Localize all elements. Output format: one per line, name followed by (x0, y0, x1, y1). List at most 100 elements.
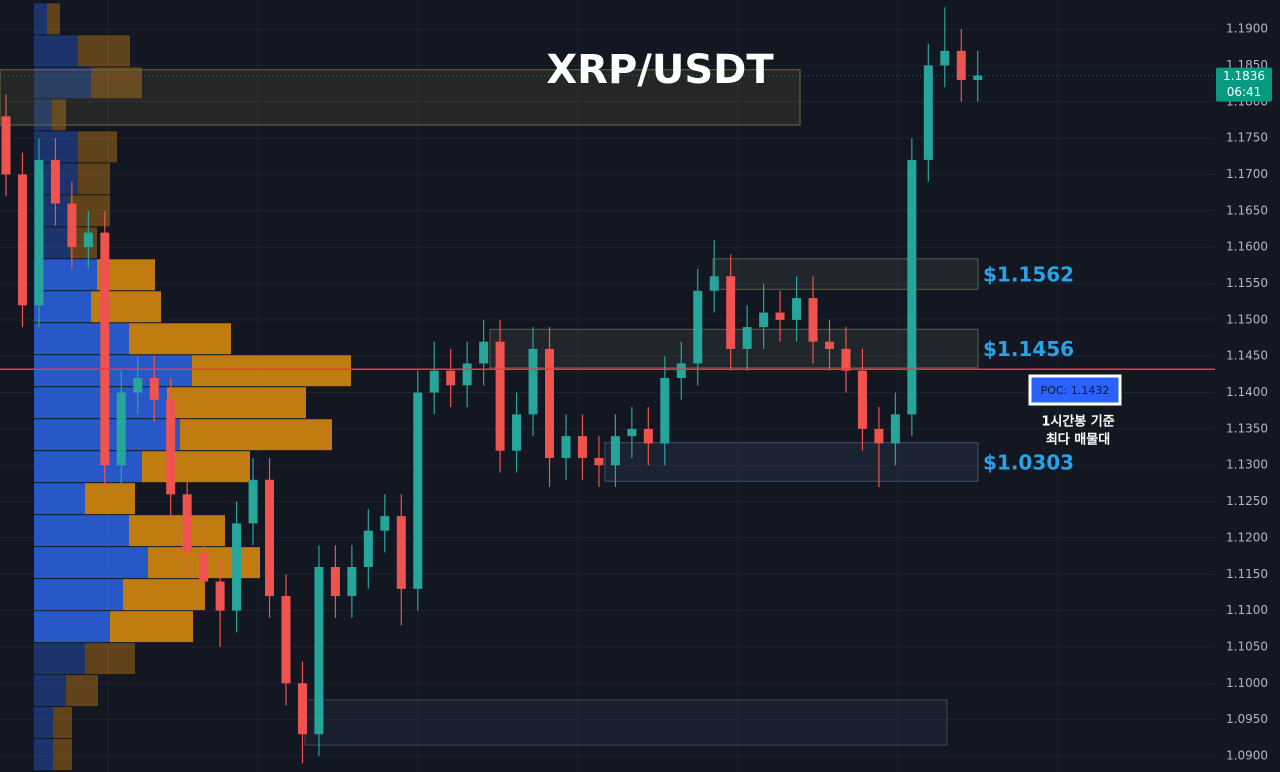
zone (604, 442, 979, 482)
candle-body (100, 232, 110, 466)
profile-sell-bar (110, 611, 193, 643)
candle-body (594, 457, 604, 466)
y-tick-label: 1.1450 (1226, 349, 1268, 363)
profile-buy-bar (34, 483, 85, 515)
y-tick-label: 1.1400 (1226, 385, 1268, 399)
candle-body (808, 298, 818, 342)
profile-sell-bar (70, 195, 110, 227)
candle-body (281, 596, 291, 684)
candle-body (363, 530, 373, 568)
y-tick-label: 1.0950 (1226, 712, 1268, 726)
candle-body (643, 428, 653, 444)
candle-body (330, 567, 340, 597)
profile-buy-bar (34, 643, 85, 675)
candle-body (923, 65, 933, 160)
profile-buy-bar (34, 611, 110, 643)
profile-sell-bar (85, 483, 135, 515)
price-axis (1215, 0, 1280, 772)
profile-sell-bar (192, 355, 351, 387)
candle-body (215, 581, 225, 611)
profile-buy-bar (34, 675, 66, 707)
candle-body (446, 370, 456, 386)
y-tick-label: 1.1150 (1226, 567, 1268, 581)
y-tick-label: 1.1750 (1226, 131, 1268, 145)
candle-body (413, 392, 423, 589)
profile-buy-bar (34, 35, 78, 67)
candle-body (83, 232, 93, 248)
y-tick-label: 1.1200 (1226, 530, 1268, 544)
candle-body (347, 567, 357, 597)
candle-body (67, 203, 77, 248)
candle-body (512, 414, 522, 451)
last-price-tag (1216, 67, 1272, 102)
candle-body (182, 494, 192, 553)
profile-sell-bar (123, 579, 205, 611)
y-tick-label: 1.1900 (1226, 22, 1268, 36)
candle-body (577, 436, 587, 458)
candle-body (265, 479, 275, 597)
candle-body (232, 523, 242, 611)
profile-buy-bar (34, 99, 52, 131)
candle-body (116, 392, 126, 466)
profile-buy-bar (34, 291, 91, 323)
chart-title: XRP/USDT (546, 47, 774, 93)
y-tick-label: 1.1500 (1226, 312, 1268, 326)
profile-sell-bar (66, 675, 98, 707)
profile-sell-bar (53, 739, 72, 771)
candle-body (1, 116, 11, 175)
profile-sell-bar (78, 131, 117, 163)
profile-buy-bar (34, 323, 129, 355)
y-tick-label: 1.1250 (1226, 494, 1268, 508)
candle-body (380, 516, 390, 531)
y-tick-label: 1.1700 (1226, 167, 1268, 181)
candle-body (907, 159, 917, 415)
profile-buy-bar (34, 547, 148, 579)
profile-sell-bar (47, 3, 60, 35)
candle-body (166, 399, 176, 495)
candle-body (545, 348, 555, 458)
profile-sell-bar (180, 419, 332, 451)
candle-body (676, 363, 686, 379)
zone (304, 699, 948, 746)
profile-buy-bar (34, 579, 123, 611)
annotation: 최다 매물대 (1046, 432, 1110, 448)
candle-body (742, 327, 752, 349)
candle-body (50, 159, 60, 204)
y-tick-label: 1.1600 (1226, 240, 1268, 254)
candle-body (528, 348, 538, 415)
y-tick-label: 1.1650 (1226, 203, 1268, 217)
profile-sell-bar (53, 707, 72, 739)
y-tick-label: 1.1300 (1226, 458, 1268, 472)
candle-body (857, 370, 867, 429)
candle-body (759, 312, 769, 328)
y-tick-label: 1.1350 (1226, 421, 1268, 435)
candle-body (396, 516, 406, 589)
last-price: 1.1836 (1223, 69, 1265, 83)
profile-buy-bar (34, 707, 53, 739)
profile-buy-bar (34, 3, 47, 35)
zone (712, 258, 979, 290)
profile-sell-bar (78, 35, 130, 67)
candle-body (297, 683, 307, 735)
candle-body (133, 378, 143, 393)
candle-body (462, 363, 472, 386)
profile-buy-bar (34, 451, 142, 483)
countdown: 06:41 (1227, 85, 1262, 99)
profile-sell-bar (78, 163, 110, 195)
profile-buy-bar (34, 67, 91, 99)
profile-buy-bar (34, 355, 192, 387)
candle-body (17, 174, 27, 306)
zone-label: $1.1456 (983, 337, 1074, 361)
candle-body (973, 75, 983, 80)
candle-body (199, 552, 209, 582)
y-tick-label: 1.1100 (1226, 603, 1268, 617)
zones (0, 69, 979, 746)
candle-body (890, 414, 900, 444)
candle-body (610, 436, 620, 466)
candle-body (149, 378, 159, 400)
candle-body (940, 50, 950, 66)
y-tick-label: 1.1550 (1226, 276, 1268, 290)
y-tick-label: 1.0900 (1226, 749, 1268, 763)
